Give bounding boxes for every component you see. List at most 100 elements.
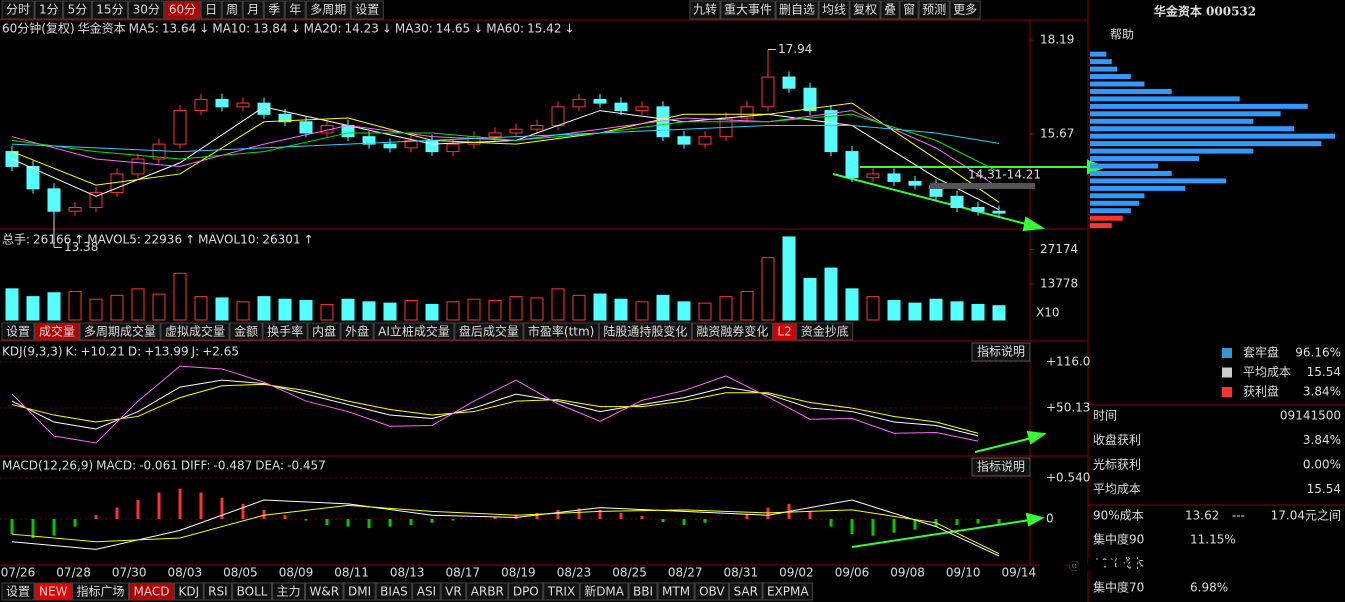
tab[interactable]	[523, 322, 599, 341]
help-button[interactable]	[971, 342, 1031, 362]
toolbar-label[interactable]: 15分	[96, 3, 123, 17]
toolbar-button[interactable]	[899, 0, 919, 20]
bottom-tab[interactable]	[729, 582, 763, 601]
toolbar-button[interactable]	[689, 0, 721, 20]
toolbar-button[interactable]	[849, 0, 881, 20]
bottom-tab-label[interactable]: ARBR	[471, 585, 504, 599]
toolbar-button[interactable]	[34, 0, 64, 20]
toolbar-button[interactable]	[775, 0, 819, 20]
bottom-tab[interactable]	[412, 582, 441, 601]
bottom-tab[interactable]	[304, 582, 344, 601]
toolbar-label[interactable]: 年	[289, 3, 301, 17]
toolbar-label[interactable]: 分时	[6, 3, 30, 17]
tab-label[interactable]: 成交量	[39, 324, 75, 339]
toolbar-label[interactable]: 叠	[884, 3, 896, 17]
bottom-tab-label[interactable]: BBI	[633, 585, 653, 599]
bottom-tab-label[interactable]: BOLL	[237, 585, 268, 599]
bottom-tab[interactable]	[271, 582, 305, 601]
bottom-tab-label[interactable]: MACD	[133, 585, 169, 599]
tab[interactable]	[598, 322, 692, 341]
toolbar-label[interactable]: 设置	[355, 3, 379, 17]
bottom-tab-label[interactable]: DPO	[513, 585, 539, 599]
tab-label[interactable]: 虚拟成交量	[165, 324, 225, 339]
tab-label[interactable]: 融资融券变化	[696, 324, 768, 339]
bottom-tab-label[interactable]: BIAS	[380, 585, 408, 599]
bottom-tab[interactable]	[579, 582, 629, 601]
tab[interactable]	[691, 322, 773, 341]
bottom-tab[interactable]	[34, 582, 72, 601]
tab[interactable]	[373, 322, 455, 341]
bottom-tab[interactable]	[508, 582, 544, 601]
bottom-tab[interactable]	[173, 582, 204, 601]
toolbar-label[interactable]: 均线	[822, 3, 846, 17]
toolbar-button[interactable]	[242, 0, 264, 20]
tab-label[interactable]: 内盘	[312, 324, 336, 339]
tab-label[interactable]: 盘后成交量	[459, 324, 519, 339]
bottom-tab-label[interactable]: 主力	[276, 585, 300, 599]
toolbar-button[interactable]	[284, 0, 306, 20]
toolbar-label[interactable]: 多周期	[310, 3, 346, 17]
bottom-tab-label[interactable]: 指标广场	[76, 584, 124, 599]
toolbar-label[interactable]: 月	[247, 3, 259, 17]
bottom-tab-label[interactable]: OBV	[699, 585, 725, 599]
tab-label[interactable]: AI立桩成交量	[378, 324, 450, 339]
toolbar-label[interactable]: 5分	[68, 3, 88, 17]
toolbar-label[interactable]: 更多	[953, 3, 977, 17]
tab-label[interactable]: 金额	[234, 324, 258, 339]
bottom-tab[interactable]	[232, 582, 272, 601]
toolbar-button[interactable]	[305, 0, 351, 20]
toolbar-button[interactable]	[350, 0, 384, 20]
toolbar-label[interactable]: 30分	[133, 3, 160, 17]
help-link[interactable]: 帮助	[1110, 28, 1134, 42]
tab[interactable]	[796, 322, 854, 341]
tab-label[interactable]: 换手率	[267, 324, 303, 339]
toolbar-label[interactable]: 60分	[169, 3, 196, 17]
toolbar-button[interactable]	[164, 0, 201, 20]
bottom-tab-label[interactable]: NEW	[39, 585, 68, 599]
tab-label[interactable]: 多周期成交量	[84, 324, 156, 339]
tab[interactable]	[79, 322, 161, 341]
toolbar-label[interactable]: 复权	[853, 3, 877, 17]
toolbar-button[interactable]	[880, 0, 900, 20]
bottom-tab[interactable]	[657, 582, 695, 601]
toolbar-label[interactable]: 预测	[922, 3, 946, 17]
toolbar-label[interactable]: 九转	[693, 2, 717, 17]
bottom-tab[interactable]	[543, 582, 580, 601]
bottom-tab-label[interactable]: DMI	[348, 585, 371, 599]
tab[interactable]	[772, 322, 797, 341]
toolbar-label[interactable]: 周	[226, 3, 238, 17]
tab-label[interactable]: 外盘	[345, 324, 369, 339]
toolbar-button[interactable]	[63, 0, 92, 20]
toolbar-label[interactable]: 季	[268, 3, 280, 17]
toolbar-button[interactable]	[720, 0, 776, 20]
toolbar-button[interactable]	[221, 0, 243, 20]
bottom-tab[interactable]	[128, 582, 174, 601]
tab[interactable]	[34, 322, 80, 341]
toolbar-button[interactable]	[263, 0, 285, 20]
bottom-tab-label[interactable]: 设置	[6, 585, 30, 599]
tab[interactable]	[160, 322, 230, 341]
help-button-label[interactable]: 指标说明	[977, 459, 1025, 474]
toolbar-button[interactable]	[91, 0, 129, 20]
toolbar-label[interactable]: 窗	[903, 3, 915, 17]
bottom-tab-label[interactable]: ASI	[417, 585, 436, 599]
bottom-tab[interactable]	[762, 582, 814, 601]
toolbar-label[interactable]: 删自选	[779, 3, 815, 17]
bottom-tab-label[interactable]: SAR	[734, 585, 758, 599]
tab[interactable]	[229, 322, 263, 341]
bottom-tab[interactable]	[440, 582, 467, 601]
bottom-tab-label[interactable]: KDJ	[178, 585, 199, 599]
help-button-label[interactable]: 指标说明	[977, 344, 1025, 359]
bottom-tab[interactable]	[375, 582, 413, 601]
help-button[interactable]	[971, 457, 1031, 477]
tab-label[interactable]: L2	[777, 325, 791, 339]
tab-label[interactable]: 设置	[6, 325, 30, 339]
bottom-tab-label[interactable]: EXPMA	[767, 585, 809, 599]
bottom-tab-label[interactable]: VR	[445, 585, 462, 599]
bottom-tab[interactable]	[694, 582, 730, 601]
toolbar-button[interactable]	[949, 0, 981, 20]
bottom-tab[interactable]	[628, 582, 658, 601]
toolbar-button[interactable]	[1, 0, 35, 20]
bottom-tab[interactable]	[466, 582, 509, 601]
toolbar-label[interactable]: 1分	[39, 3, 59, 17]
